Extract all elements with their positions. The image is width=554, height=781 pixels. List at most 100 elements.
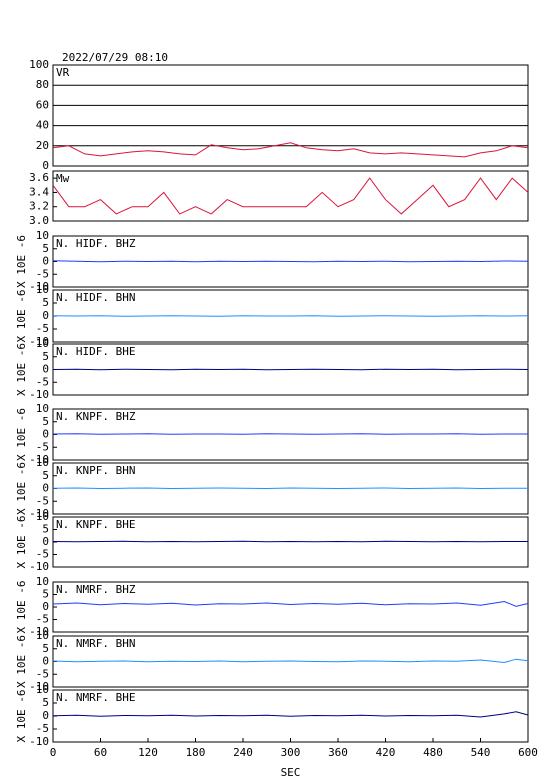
y-axis-label: X 10E -6: [15, 462, 28, 515]
y-tick-label: 0: [42, 482, 49, 495]
y-tick-label: 5: [42, 469, 49, 482]
y-tick-label: 3.2: [29, 200, 49, 213]
y-tick-label: -5: [36, 667, 49, 680]
panel-label: VR: [56, 66, 70, 79]
panel-label: N. KNPF. BHZ: [56, 410, 136, 423]
x-tick-label: 360: [328, 746, 348, 759]
y-tick-label: 0: [42, 600, 49, 613]
y-tick-label: 10: [36, 402, 49, 415]
data-line: [52, 368, 529, 371]
y-axis-label: X 10E -6: [15, 343, 28, 396]
y-tick-label: 10: [36, 629, 49, 642]
y-tick-label: 5: [42, 296, 49, 309]
y-tick-label: 0: [42, 428, 49, 441]
y-tick-label: -10: [29, 625, 49, 638]
x-axis-label: SEC: [281, 766, 301, 779]
y-tick-label: 5: [42, 696, 49, 709]
y-axis-label: X 10E -6: [15, 581, 28, 634]
y-axis-label: X 10E -6: [15, 235, 28, 288]
y-tick-label: 0: [42, 363, 49, 376]
y-tick-label: -10: [29, 335, 49, 348]
y-tick-label: 5: [42, 523, 49, 536]
y-tick-label: 0: [42, 309, 49, 322]
y-tick-label: 10: [36, 456, 49, 469]
y-tick-label: -10: [29, 507, 49, 520]
x-tick-label: 300: [281, 746, 301, 759]
y-tick-label: 10: [36, 510, 49, 523]
x-tick-label: 60: [94, 746, 107, 759]
y-tick-label: 60: [36, 98, 49, 111]
x-tick-label: 420: [376, 746, 396, 759]
y-tick-label: 10: [36, 683, 49, 696]
y-tick-label: 0: [42, 535, 49, 548]
panel-label: N. HIDF. BHZ: [56, 237, 136, 250]
y-tick-label: -5: [36, 722, 49, 735]
data-line: [52, 142, 529, 158]
y-tick-label: 0: [42, 709, 49, 722]
y-tick-label: -10: [29, 388, 49, 401]
data-line: [52, 433, 528, 435]
y-axis-label: X 10E -6: [15, 635, 28, 688]
y-tick-label: -10: [29, 680, 49, 693]
y-tick-label: -5: [36, 548, 49, 561]
data-line: [52, 600, 529, 607]
panel-frame: [52, 170, 529, 222]
y-axis-label: X 10E -6: [15, 516, 28, 569]
data-line: [52, 711, 529, 718]
data-line: [52, 315, 529, 317]
y-tick-label: 0: [42, 655, 49, 668]
y-tick-label: 5: [42, 415, 49, 428]
x-tick-label: 540: [471, 746, 491, 759]
data-line: [52, 177, 529, 215]
x-tick-label: 480: [423, 746, 443, 759]
panel-label: N. KNPF. BHN: [56, 464, 135, 477]
y-tick-label: -10: [29, 280, 49, 293]
data-line: [52, 260, 529, 263]
y-tick-label: 20: [36, 139, 49, 152]
y-tick-label: 10: [36, 337, 49, 350]
y-axis-label: X 10E -6: [15, 690, 28, 743]
y-tick-label: 5: [42, 350, 49, 363]
x-tick-label: 600: [518, 746, 538, 759]
y-tick-label: 0: [42, 159, 49, 172]
y-tick-label: -5: [36, 494, 49, 507]
y-tick-label: 5: [42, 642, 49, 655]
y-tick-label: -5: [36, 322, 49, 335]
y-axis-label: X 10E -6: [15, 290, 28, 343]
x-tick-label: 0: [50, 746, 57, 759]
panel-frame: [52, 64, 529, 167]
panel-label: N. HIDF. BHN: [56, 291, 135, 304]
y-tick-label: 40: [36, 119, 49, 132]
panel-label: N. KNPF. BHE: [56, 518, 135, 531]
y-tick-label: -5: [36, 440, 49, 453]
panel-label: Mw: [56, 172, 70, 185]
y-tick-label: 5: [42, 242, 49, 255]
y-tick-label: 5: [42, 588, 49, 601]
y-tick-label: -5: [36, 613, 49, 626]
y-tick-label: 10: [36, 575, 49, 588]
panel-label: N. NMRF. BHE: [56, 691, 135, 704]
y-tick-label: -10: [29, 453, 49, 466]
data-line: [52, 487, 528, 490]
y-tick-label: -5: [36, 375, 49, 388]
x-tick-label: 240: [233, 746, 253, 759]
y-tick-label: 0: [42, 255, 49, 268]
data-line: [52, 540, 528, 543]
x-tick-label: 120: [138, 746, 158, 759]
y-tick-label: 10: [36, 229, 49, 242]
y-tick-label: -10: [29, 560, 49, 573]
y-tick-label: -5: [36, 267, 49, 280]
y-tick-label: 100: [29, 58, 49, 71]
y-tick-label: 3.6: [29, 171, 49, 184]
panel-label: N. HIDF. BHE: [56, 345, 135, 358]
y-axis-label: X 10E -6: [15, 408, 28, 461]
x-tick-label: 180: [186, 746, 206, 759]
y-tick-label: -10: [29, 735, 49, 748]
panel-label: N. NMRF. BHZ: [56, 583, 136, 596]
y-tick-label: 3.4: [29, 185, 49, 198]
data-line: [52, 658, 529, 664]
panel-label: N. NMRF. BHN: [56, 637, 135, 650]
chart-title: 2022/07/29 08:10: [62, 51, 168, 64]
